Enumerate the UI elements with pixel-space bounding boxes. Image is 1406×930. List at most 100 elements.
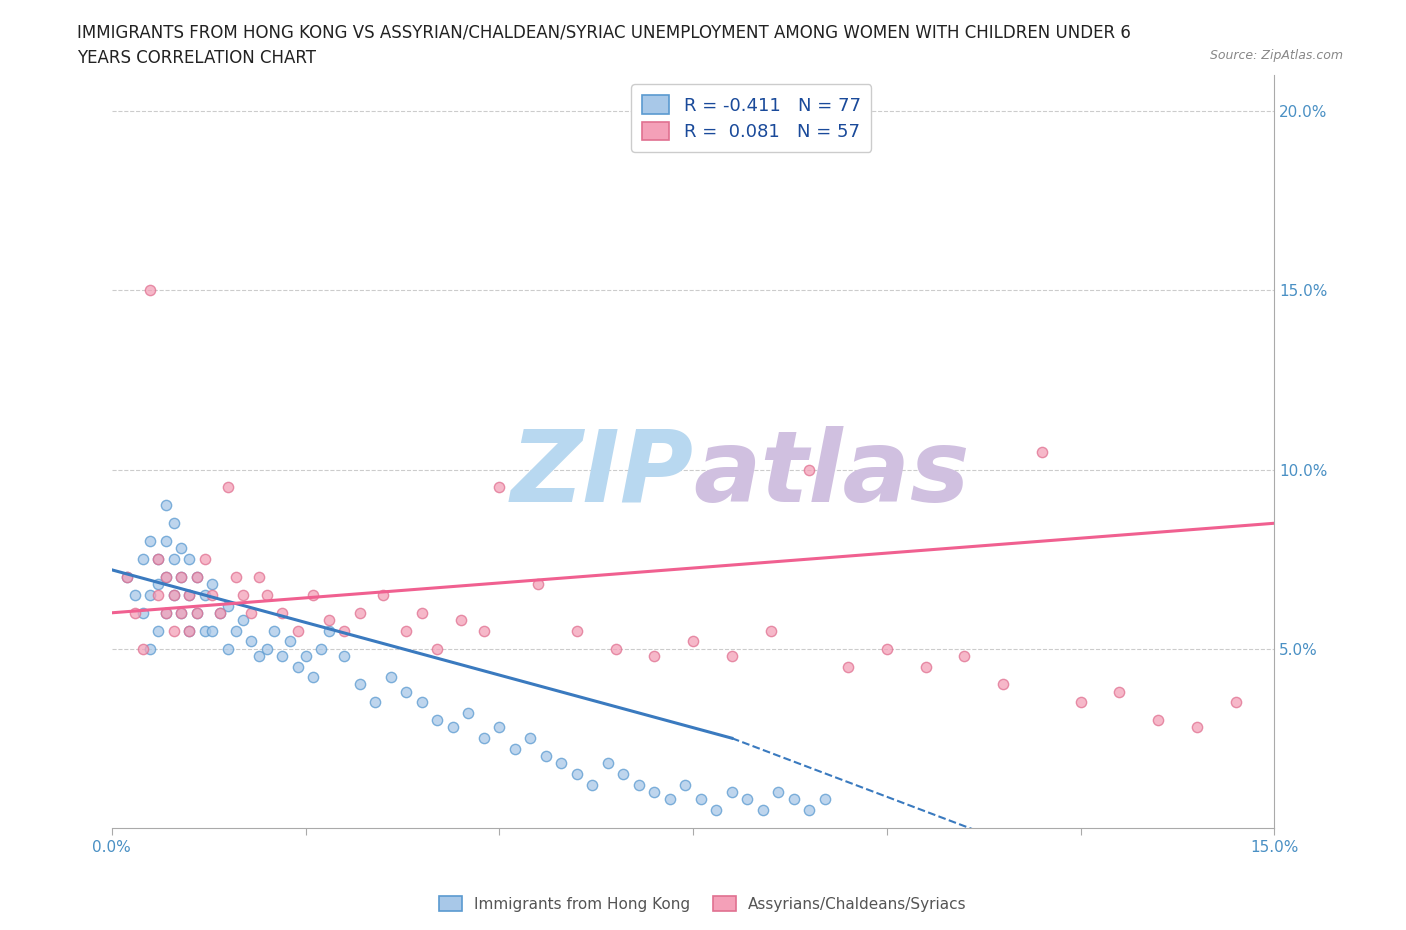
Point (278, 634, 301, 649)
Point (163, 551, 186, 566)
Legend: R = -0.411   N = 77, R =  0.081   N = 57: R = -0.411 N = 77, R = 0.081 N = 57 (631, 85, 872, 153)
Point (1147, 712, 1170, 727)
Point (768, 785, 790, 800)
Point (170, 541, 193, 556)
Point (271, 648, 294, 663)
Point (380, 670, 402, 684)
Point (503, 741, 526, 756)
Point (209, 605, 232, 620)
Point (472, 731, 495, 746)
Point (658, 791, 681, 806)
Point (371, 588, 394, 603)
Point (349, 677, 371, 692)
Text: Source: ZipAtlas.com: Source: ZipAtlas.com (1209, 49, 1343, 62)
Point (333, 648, 356, 663)
Point (240, 634, 263, 649)
Point (155, 605, 177, 620)
Point (132, 551, 155, 566)
Point (170, 605, 193, 620)
Point (139, 641, 162, 656)
Point (170, 569, 193, 584)
Point (148, 588, 170, 603)
Point (565, 766, 588, 781)
Point (682, 634, 704, 649)
Point (163, 623, 186, 638)
Point (643, 648, 665, 663)
Legend: Immigrants from Hong Kong, Assyrians/Chaldeans/Syriacs: Immigrants from Hong Kong, Assyrians/Cha… (433, 889, 973, 918)
Point (395, 684, 418, 699)
Point (457, 706, 479, 721)
Point (364, 695, 387, 710)
Point (799, 462, 821, 477)
Point (186, 569, 208, 584)
Point (148, 551, 170, 566)
Text: atlas: atlas (693, 426, 970, 523)
Point (527, 577, 550, 591)
Point (673, 777, 696, 792)
Point (179, 623, 201, 638)
Point (1225, 695, 1247, 710)
Point (318, 623, 340, 638)
Point (232, 613, 254, 628)
Point (488, 480, 510, 495)
Point (148, 623, 170, 638)
Point (411, 695, 433, 710)
Point (752, 803, 775, 817)
Point (271, 605, 294, 620)
Point (217, 641, 239, 656)
Point (1031, 445, 1053, 459)
Point (1185, 720, 1208, 735)
Point (1070, 695, 1092, 710)
Point (186, 569, 208, 584)
Point (201, 588, 224, 603)
Point (155, 605, 177, 620)
Point (124, 588, 146, 603)
Point (225, 623, 247, 638)
Point (163, 588, 186, 603)
Point (217, 480, 239, 495)
Point (519, 731, 541, 746)
Point (155, 534, 177, 549)
Text: IMMIGRANTS FROM HONG KONG VS ASSYRIAN/CHALDEAN/SYRIAC UNEMPLOYMENT AMONG WOMEN W: IMMIGRANTS FROM HONG KONG VS ASSYRIAN/CH… (77, 23, 1132, 41)
Point (139, 534, 162, 549)
Point (240, 605, 263, 620)
Point (148, 551, 170, 566)
Point (302, 670, 325, 684)
Point (163, 588, 186, 603)
Point (596, 756, 619, 771)
Point (155, 569, 177, 584)
Point (179, 588, 201, 603)
Point (155, 498, 177, 512)
Point (302, 588, 325, 603)
Point (643, 785, 665, 800)
Point (876, 641, 898, 656)
Text: ZIP: ZIP (510, 426, 693, 523)
Point (799, 803, 821, 817)
Point (132, 605, 155, 620)
Point (294, 648, 316, 663)
Point (309, 641, 332, 656)
Point (170, 605, 193, 620)
Point (124, 605, 146, 620)
Point (179, 551, 201, 566)
Point (704, 803, 727, 817)
Point (263, 623, 285, 638)
Point (991, 677, 1014, 692)
Point (612, 766, 634, 781)
Y-axis label: Unemployment Among Women with Children Under 6 years: Unemployment Among Women with Children U… (0, 222, 7, 681)
Point (605, 641, 627, 656)
Point (627, 777, 650, 792)
Point (534, 749, 557, 764)
Point (565, 623, 588, 638)
Point (737, 791, 759, 806)
Point (232, 588, 254, 603)
Point (217, 598, 239, 613)
Point (721, 648, 744, 663)
Point (333, 623, 356, 638)
Point (194, 588, 217, 603)
Point (115, 569, 138, 584)
Point (139, 283, 162, 298)
Point (115, 569, 138, 584)
Point (395, 623, 418, 638)
Point (837, 659, 859, 674)
